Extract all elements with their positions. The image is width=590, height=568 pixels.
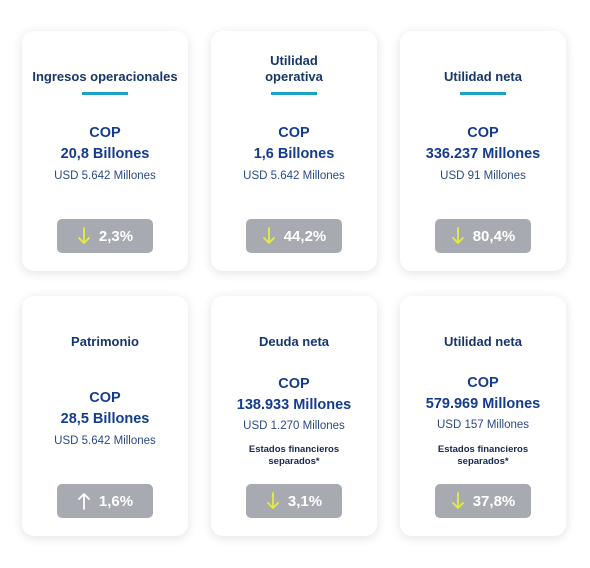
title-underline <box>82 92 128 95</box>
currency-label: COP <box>467 375 499 391</box>
change-value: 80,4% <box>472 227 516 245</box>
card-title: Patrimonio <box>71 334 139 349</box>
amount-value: 20,8 Billones <box>60 146 150 162</box>
usd-value: USD 1.270 Millones <box>243 420 345 432</box>
amount-value: 28,5 Billones <box>60 411 150 427</box>
note-line: separados* <box>268 456 320 467</box>
change-badge: 1,6% <box>57 484 153 518</box>
kpi-card-utilidad-operativa: Utilidad operativa COP 1,6 Billones USD … <box>211 31 377 271</box>
amount-value: 1,6 Billones <box>253 146 335 162</box>
change-badge: 44,2% <box>246 219 342 253</box>
currency-label: COP <box>467 125 499 141</box>
usd-value: USD 157 Millones <box>436 419 530 431</box>
arrow-down-icon <box>266 492 280 510</box>
currency-label: COP <box>89 125 121 141</box>
arrow-down-icon <box>262 227 276 245</box>
kpi-card-deuda-neta: Deuda neta COP 138.933 Millones USD 1.27… <box>211 296 377 536</box>
note-line: separados* <box>457 456 509 467</box>
change-badge: 2,3% <box>57 219 153 253</box>
change-badge: 3,1% <box>246 484 342 518</box>
currency-label: COP <box>278 376 310 392</box>
change-value: 1,6% <box>98 492 134 510</box>
title-underline <box>460 92 506 95</box>
change-badge: 37,8% <box>435 484 531 518</box>
card-title: Deuda neta <box>258 334 330 349</box>
title-underline <box>271 92 317 95</box>
change-badge: 80,4% <box>435 219 531 253</box>
note-line: Estados financieros <box>437 444 529 455</box>
usd-value: USD 5.642 Millones <box>54 435 156 447</box>
kpi-card-utilidad-neta: Utilidad neta COP 336.237 Millones USD 9… <box>400 31 566 271</box>
kpi-card-utilidad-neta-separados: Utilidad neta COP 579.969 Millones USD 1… <box>400 296 566 536</box>
change-value: 44,2% <box>283 227 327 245</box>
arrow-up-icon <box>77 492 91 510</box>
arrow-down-icon <box>77 227 91 245</box>
card-title: Utilidad operativa <box>265 53 323 84</box>
usd-value: USD 91 Millones <box>440 170 526 182</box>
amount-value: 138.933 Millones <box>236 397 352 413</box>
change-value: 3,1% <box>287 492 323 510</box>
card-title: Ingresos operacionales <box>32 69 178 84</box>
usd-value: USD 5.642 Millones <box>54 170 156 182</box>
amount-value: 579.969 Millones <box>425 396 541 412</box>
arrow-down-icon <box>451 492 465 510</box>
amount-value: 336.237 Millones <box>425 146 541 162</box>
currency-label: COP <box>89 390 121 406</box>
change-value: 2,3% <box>98 227 134 245</box>
change-value: 37,8% <box>472 492 516 510</box>
card-title: Utilidad neta <box>443 69 522 84</box>
note-line: Estados financieros <box>248 444 340 455</box>
card-title: Utilidad neta <box>443 334 522 349</box>
kpi-card-ingresos-operacionales: Ingresos operacionales COP 20,8 Billones… <box>22 31 188 271</box>
arrow-down-icon <box>451 227 465 245</box>
kpi-card-patrimonio: Patrimonio COP 28,5 Billones USD 5.642 M… <box>22 296 188 536</box>
usd-value: USD 5.642 Millones <box>243 170 345 182</box>
currency-label: COP <box>278 125 310 141</box>
